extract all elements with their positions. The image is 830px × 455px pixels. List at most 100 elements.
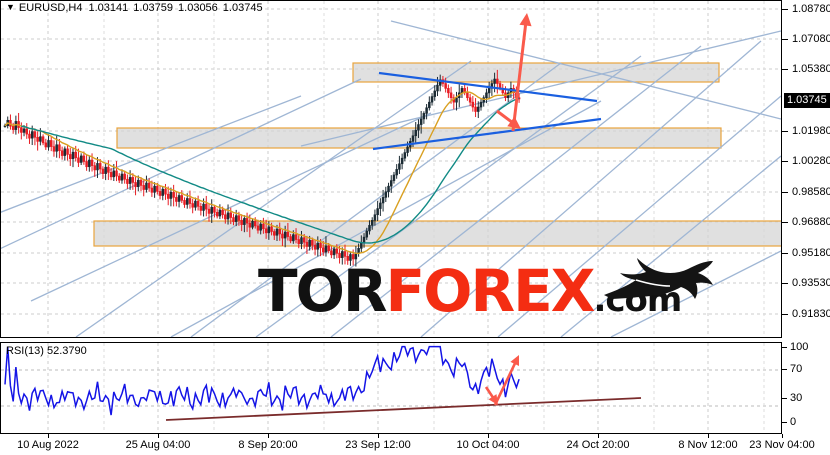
candlestick (411, 135, 415, 142)
candlestick (147, 182, 151, 189)
trendline-light-5[interactable] (330, 45, 702, 337)
trendline-light-8[interactable] (560, 155, 781, 337)
candlestick (137, 179, 140, 188)
candlestick (183, 200, 186, 205)
candlestick (218, 209, 222, 217)
candlestick (44, 142, 48, 148)
rsi-tick-mark (782, 398, 787, 399)
upper-resistance-zone[interactable] (352, 62, 720, 83)
candlestick (264, 228, 268, 234)
candlestick (387, 185, 390, 193)
candlestick (164, 188, 167, 195)
price-tick-mark (782, 161, 788, 162)
trendline-light-7[interactable] (497, 95, 781, 337)
candlestick (28, 133, 31, 139)
candlestick (305, 241, 309, 247)
trendline-light-9[interactable] (30, 112, 432, 302)
candlestick (414, 129, 417, 137)
candlestick (229, 212, 233, 218)
wedge-lower-trendline[interactable] (372, 117, 602, 151)
rsi-indicator-panel[interactable]: RSI(13) 52.3790 (0, 342, 830, 434)
candlestick (202, 203, 205, 211)
candlestick (468, 97, 472, 103)
candlestick (224, 214, 227, 220)
trendline-light-6[interactable] (420, 40, 762, 337)
mid-resistance-zone[interactable] (116, 127, 722, 149)
price-chart-panel[interactable]: ▼ EURUSD,H4 1.03141 1.03759 1.03056 1.03745 (0, 0, 830, 338)
candlestick (474, 106, 477, 112)
rsi-tick-mark (782, 422, 787, 423)
price-plot-area[interactable] (1, 1, 781, 337)
candlestick (403, 152, 407, 159)
trendline-light-13[interactable] (610, 250, 781, 337)
candlestick (273, 231, 276, 236)
candlestick (101, 168, 105, 174)
candlestick (460, 88, 464, 94)
time-tick-mark (378, 434, 379, 438)
candlestick (370, 220, 374, 226)
trendline-light-2[interactable] (75, 60, 472, 337)
candlestick (278, 228, 281, 235)
candlestick (63, 148, 67, 156)
collapse-triangle-icon[interactable]: ▼ (6, 2, 15, 12)
trendline-light-12[interactable] (300, 30, 781, 147)
candlestick (251, 220, 254, 228)
candlestick (74, 151, 77, 159)
rsi-panel-right-border (781, 342, 782, 434)
candlestick (115, 170, 118, 177)
price-tick-mark (782, 39, 788, 40)
wedge-upper-trendline[interactable] (378, 71, 598, 103)
bullish-arrow-price-shaft (511, 24, 528, 132)
candlestick (330, 250, 333, 256)
price-tick-mark (782, 283, 788, 284)
trendline-light-3[interactable] (190, 62, 562, 337)
candlestick (354, 253, 358, 260)
candlestick (496, 78, 499, 84)
candlestick (185, 198, 189, 205)
candlestick (262, 223, 265, 230)
time-tick-mark (268, 434, 269, 438)
time-axis-label: 8 Nov 12:00 (678, 439, 738, 451)
time-tick-mark (782, 434, 783, 438)
high-value: 1.03759 (133, 2, 174, 14)
candlestick (69, 154, 72, 160)
candlestick (349, 254, 352, 261)
candlestick (381, 197, 385, 204)
low-value: 1.03056 (178, 2, 218, 14)
candlestick (172, 192, 175, 198)
candlestick (93, 165, 97, 171)
candlestick (379, 202, 382, 209)
candlestick (234, 215, 238, 222)
candlestick (221, 209, 224, 216)
candlestick (444, 83, 447, 89)
candlestick (428, 101, 431, 109)
price-axis-label: 0.95180 (792, 247, 830, 259)
time-axis-label: 23 Nov 04:00 (749, 439, 815, 451)
bullish-arrow-rsi-shaft (493, 362, 517, 406)
rsi-plot-area[interactable] (1, 343, 781, 433)
candlestick (232, 217, 235, 222)
moving-average-fast (4, 90, 520, 255)
trendline-light-1[interactable] (1, 78, 362, 253)
trendline-light-10[interactable] (170, 100, 602, 337)
candlestick (346, 256, 349, 261)
rsi-panel-bottom-border (0, 433, 782, 434)
trendline-light-0[interactable] (1, 95, 302, 216)
candlestick (449, 92, 453, 98)
price-tick-mark (782, 253, 788, 254)
time-axis-label: 10 Aug 2022 (17, 439, 79, 451)
candlestick (131, 177, 135, 183)
candlestick (98, 163, 102, 170)
lower-support-zone[interactable] (93, 220, 781, 247)
candlestick (210, 206, 213, 214)
price-panel-left-border (0, 0, 1, 338)
rsi-trendline[interactable] (165, 397, 642, 421)
candlestick (104, 166, 107, 174)
candlestick (150, 187, 154, 193)
trendline-light-4[interactable] (255, 55, 642, 337)
trendline-light-11[interactable] (390, 20, 781, 120)
candlestick (316, 242, 320, 250)
price-tick-mark (782, 9, 788, 10)
candlestick (79, 155, 83, 163)
time-tick-mark (598, 434, 599, 438)
